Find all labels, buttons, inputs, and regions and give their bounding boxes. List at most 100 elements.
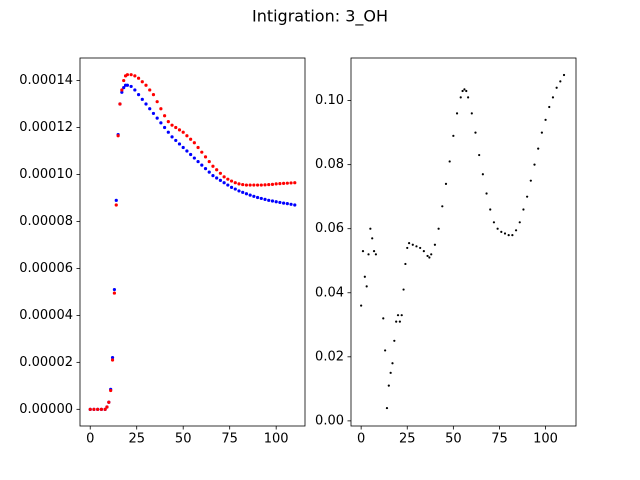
- x-tick-label: 75: [221, 432, 238, 447]
- point: [229, 185, 234, 189]
- point: [200, 163, 204, 167]
- point: [492, 221, 496, 224]
- point: [116, 134, 120, 138]
- point: [428, 256, 431, 259]
- point: [485, 192, 488, 195]
- point: [233, 181, 237, 185]
- point: [109, 388, 113, 393]
- point: [144, 102, 148, 106]
- point: [174, 138, 178, 143]
- point: [181, 130, 185, 134]
- point: [387, 384, 390, 387]
- x-tick-label: 50: [445, 432, 462, 447]
- point: [244, 192, 249, 196]
- point: [278, 200, 282, 205]
- point: [196, 159, 200, 164]
- point: [463, 88, 466, 91]
- point: [181, 145, 185, 150]
- point: [248, 183, 252, 187]
- axes-frame: [79, 57, 306, 427]
- point: [371, 237, 374, 240]
- point: [426, 254, 429, 258]
- x-tick-label: 100: [533, 432, 558, 447]
- point: [125, 73, 130, 77]
- point: [259, 196, 263, 201]
- point: [99, 407, 103, 411]
- point: [203, 167, 208, 171]
- point: [363, 275, 366, 278]
- point: [367, 253, 370, 256]
- point: [248, 193, 252, 197]
- point: [255, 195, 260, 200]
- point: [159, 107, 163, 111]
- point: [365, 285, 368, 288]
- point: [369, 227, 372, 230]
- y-tick-label: 0.10: [315, 93, 344, 108]
- point: [140, 97, 144, 101]
- axes: 0 25 50 75 100 0.00 0.02 0.04 0.06 0.08 0.10: [315, 57, 577, 447]
- point: [107, 400, 111, 404]
- point: [203, 155, 208, 159]
- point: [274, 200, 278, 204]
- figure-title: Intigration: 3_OH: [252, 7, 388, 27]
- point: [200, 150, 204, 154]
- point: [496, 227, 499, 230]
- point: [136, 93, 141, 97]
- point: [459, 96, 462, 99]
- point: [360, 304, 363, 307]
- point: [163, 125, 167, 130]
- point: [507, 234, 510, 237]
- point: [518, 221, 521, 224]
- point: [120, 88, 124, 92]
- point: [540, 131, 543, 134]
- point: [529, 179, 532, 182]
- point: [267, 198, 271, 202]
- point: [129, 84, 133, 89]
- point: [159, 121, 163, 125]
- point: [452, 134, 455, 137]
- point: [293, 181, 297, 185]
- point: [241, 190, 245, 194]
- point: [533, 163, 536, 166]
- point: [526, 195, 529, 198]
- point: [129, 73, 133, 77]
- point: [170, 123, 174, 127]
- point: [237, 182, 241, 186]
- point: [112, 291, 117, 295]
- point: [120, 90, 124, 94]
- point: [151, 93, 156, 97]
- point: [133, 88, 137, 92]
- point: [293, 203, 297, 207]
- point: [393, 339, 396, 342]
- point: [207, 170, 211, 174]
- point: [400, 314, 403, 317]
- point: [163, 114, 167, 118]
- point: [222, 181, 226, 185]
- x-tick-label: 0: [86, 432, 94, 447]
- point: [384, 349, 387, 352]
- point: [92, 407, 96, 411]
- point: [282, 181, 286, 186]
- point: [395, 320, 398, 323]
- point: [218, 171, 222, 175]
- point: [155, 100, 159, 104]
- point: [455, 112, 459, 115]
- point: [136, 76, 141, 80]
- x-tick-label: 75: [491, 432, 508, 447]
- y-tick-label: 0.02: [315, 349, 344, 364]
- point: [148, 88, 152, 92]
- point: [396, 314, 400, 317]
- y-tick-label: 0.00012: [19, 120, 73, 135]
- point: [88, 407, 92, 411]
- point: [122, 85, 126, 90]
- point: [192, 156, 196, 160]
- point: [361, 250, 365, 253]
- point: [402, 288, 405, 291]
- point: [278, 182, 282, 186]
- point: [407, 242, 411, 245]
- point: [270, 199, 275, 203]
- point: [385, 406, 389, 410]
- point: [374, 253, 377, 256]
